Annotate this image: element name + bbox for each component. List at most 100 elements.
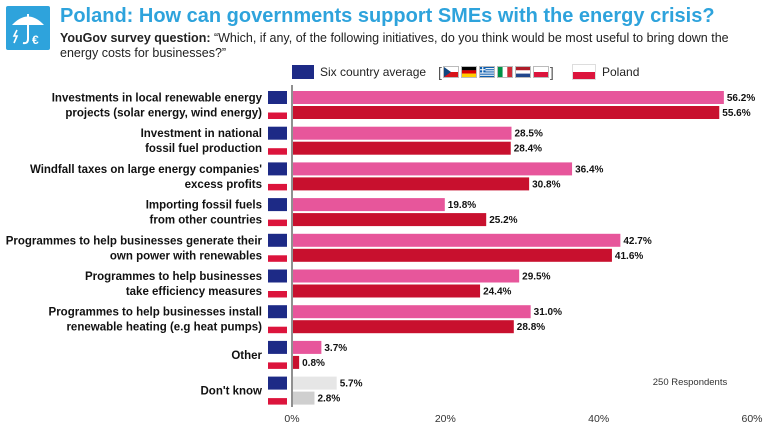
svg-text:€: € [32,33,39,47]
category-label: Don't know [200,386,262,398]
poland-bar [293,213,487,227]
x-tick-label: 60% [741,413,762,425]
x-tick-label: 20% [435,413,456,425]
legend-poland-label: Poland [602,65,640,79]
six-country-marker [268,233,287,247]
question-label: YouGov survey question: [60,31,211,45]
value-label: 28.5% [515,129,543,140]
legend-six-country-label: Six country average [320,65,427,79]
poland-marker-top [268,355,287,363]
six-country-bar [293,269,520,283]
category-label: own power with renewables [110,250,262,262]
value-label: 25.2% [489,215,517,226]
value-label: 3.7% [324,343,347,354]
poland-marker-bottom [268,112,287,119]
poland-swatch [572,64,596,80]
category-label: Programmes to help businesses [85,271,262,283]
six-country-marker [268,126,287,140]
poland-marker-bottom [268,291,287,298]
category-label: take efficiency measures [126,286,262,298]
poland-marker-top [268,248,287,256]
value-label: 19.8% [448,200,476,211]
six-country-bar [293,340,322,354]
poland-bar [293,177,530,191]
poland-marker-bottom [268,362,287,369]
value-label: 56.2% [727,93,755,104]
it-flag-icon [496,66,513,78]
six-country-marker [268,91,287,104]
de-flag-icon [460,66,477,78]
six-country-marker [268,376,287,390]
category-label: renewable heating (e.g heat pumps) [66,322,262,334]
poland-marker-top [268,320,287,327]
x-tick-label: 0% [284,413,299,425]
value-label: 36.4% [575,164,603,175]
category-label: Investment in national [141,128,262,140]
poland-bar [293,355,300,369]
category-label: Programmes to help businesses generate t… [6,235,263,247]
category-label: Windfall taxes on large energy companies… [30,164,262,176]
six-country-bar [293,233,621,247]
six-country-bar [293,162,573,176]
six-country-marker [268,269,287,283]
six-country-marker [268,340,287,354]
poland-marker-bottom [268,255,287,262]
category-label: projects (solar energy, wind energy) [65,108,262,120]
poland-marker-bottom [268,398,287,405]
poland-marker-top [268,177,287,184]
respondents-note: 250 Respondents [653,377,728,388]
value-label: 28.4% [514,144,542,155]
question-text: “Which, if any, of the following initiat… [60,31,729,60]
gr-flag-icon [478,66,495,78]
poland-bar [293,106,720,119]
six-country-bar [293,91,724,104]
category-label: Other [231,350,262,362]
value-label: 2.8% [317,394,340,405]
value-label: 30.8% [532,179,560,190]
survey-question: YouGov survey question: “Which, if any, … [60,31,760,61]
value-label: 29.5% [522,272,550,283]
poland-marker-top [268,284,287,291]
poland-bar [293,284,481,298]
six-country-marker [268,162,287,176]
poland-bar [293,320,514,334]
page-title: Poland: How can governments support SMEs… [60,5,715,27]
value-label: 28.8% [517,322,545,333]
poland-marker-bottom [268,148,287,155]
legend-six-country: Six country average [292,64,426,80]
poland-marker-top [268,391,287,399]
poland-marker-bottom [268,183,287,191]
country-flags: [ ] [438,64,554,80]
poland-marker-bottom [268,219,287,227]
value-label: 41.6% [615,251,643,262]
six-country-marker [268,198,287,212]
poland-marker-top [268,106,287,113]
value-label: 0.8% [302,358,325,369]
cz-flag-icon [442,66,459,78]
poland-bar [293,141,511,155]
x-tick-label: 40% [588,413,609,425]
legend-poland: Poland [572,64,639,80]
value-label: 5.7% [340,379,363,390]
poland-marker-bottom [268,326,287,334]
six-country-bar [293,305,531,319]
poland-bar [293,391,315,405]
nl-flag-icon [514,66,531,78]
poland-marker-top [268,141,287,149]
six-country-bar [293,198,445,212]
value-label: 55.6% [722,108,750,119]
category-label: Programmes to help businesses install [49,307,262,319]
category-label: fossil fuel production [145,143,262,155]
value-label: 24.4% [483,287,511,298]
six-country-bar [293,126,512,140]
six-country-swatch [292,65,314,79]
six-country-marker [268,305,287,319]
umbrella-euro-logo: € [6,6,50,50]
category-label: from other countries [150,215,262,227]
bar-chart: Investments in local renewable energy pro… [6,85,763,425]
six-country-bar [293,376,337,390]
value-label: 42.7% [623,236,651,247]
pl-flag-icon [532,66,549,78]
category-label: excess profits [185,179,262,191]
category-label: Importing fossil fuels [146,200,262,212]
